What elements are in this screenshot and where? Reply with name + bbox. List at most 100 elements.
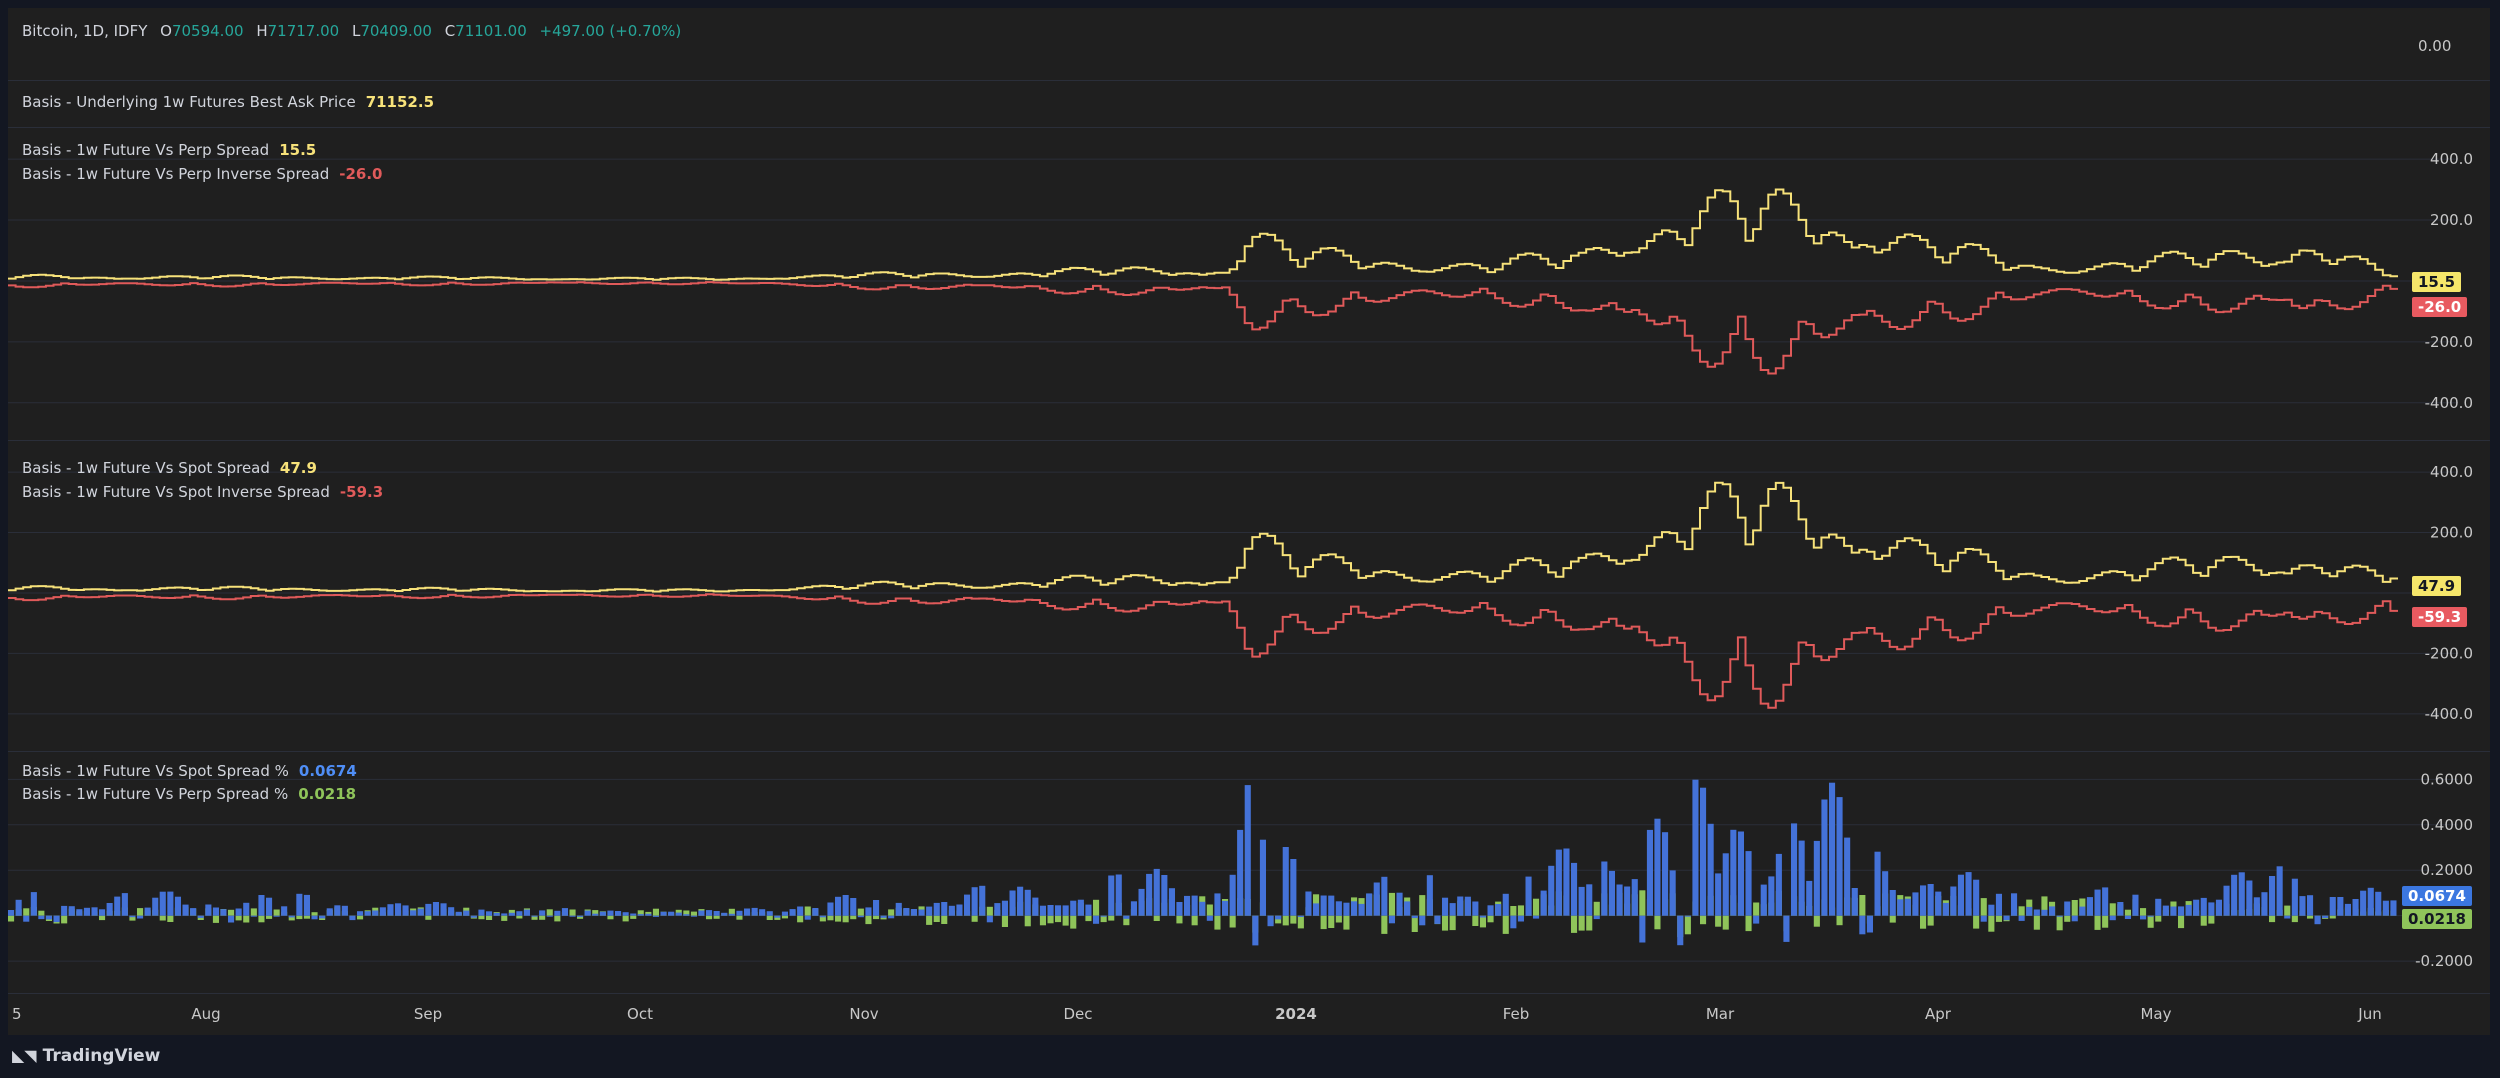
histogram-bar bbox=[2269, 876, 2276, 916]
histogram-bar bbox=[2102, 915, 2109, 928]
histogram-bar bbox=[1024, 889, 1031, 916]
series-line bbox=[8, 281, 2398, 375]
histogram-bar bbox=[1358, 903, 1365, 916]
histogram-bar bbox=[1252, 915, 1259, 946]
spot-spread-chart[interactable]: 400.0 200.0 -200.0 -400.0 bbox=[8, 441, 2490, 751]
histogram-bar bbox=[2261, 892, 2268, 916]
histogram-bar bbox=[1108, 875, 1115, 916]
histogram-bar bbox=[933, 902, 940, 916]
series-line bbox=[8, 481, 2398, 593]
histogram-bar bbox=[296, 915, 303, 920]
histogram-bar bbox=[1411, 915, 1418, 932]
histogram-bar bbox=[1798, 840, 1805, 916]
histogram-bar bbox=[1206, 904, 1213, 916]
histogram-bar bbox=[379, 907, 386, 916]
histogram-bar bbox=[744, 908, 751, 916]
histogram-bar bbox=[1571, 862, 1578, 916]
pane-separator[interactable] bbox=[8, 127, 2490, 128]
histogram-bar bbox=[1806, 880, 1813, 916]
histogram-bar bbox=[144, 907, 151, 916]
pane-separator[interactable] bbox=[8, 751, 2490, 752]
histogram-bar bbox=[797, 915, 804, 923]
histogram-bar bbox=[652, 908, 659, 916]
histogram-bar bbox=[1032, 897, 1039, 916]
pane-separator[interactable] bbox=[8, 440, 2490, 441]
percent-spread-chart[interactable]: 0.6000 0.4000 0.2000 -0.2000 bbox=[8, 752, 2490, 993]
histogram-bar bbox=[1229, 874, 1236, 916]
histogram-bar bbox=[1563, 848, 1570, 916]
histogram-bar bbox=[546, 909, 553, 916]
histogram-bar bbox=[395, 903, 402, 916]
histogram-bar bbox=[2155, 898, 2162, 916]
histogram-bar bbox=[1662, 832, 1669, 916]
histogram-bar bbox=[243, 902, 250, 916]
histogram-bar bbox=[1388, 915, 1395, 924]
perp-spread-legend: Basis - 1w Future Vs Perp Spread 15.5 Bas… bbox=[22, 138, 382, 186]
histogram-bar bbox=[1548, 865, 1555, 916]
histogram-bar bbox=[1047, 915, 1054, 924]
histogram-bar bbox=[812, 908, 819, 916]
histogram-bar bbox=[2140, 915, 2147, 920]
time-axis[interactable] bbox=[8, 993, 2490, 1035]
histogram-bar bbox=[2367, 887, 2374, 916]
ask-price-pane[interactable] bbox=[8, 81, 2490, 127]
histogram-bar bbox=[174, 896, 181, 916]
histogram-bar bbox=[235, 908, 242, 916]
histogram-bar bbox=[531, 915, 538, 920]
histogram-bar bbox=[2124, 915, 2131, 919]
histogram-bar bbox=[2109, 915, 2116, 921]
spot-spread-value: 47.9 bbox=[279, 459, 317, 477]
histogram-bar bbox=[1153, 868, 1160, 916]
histogram-bar bbox=[2284, 905, 2291, 916]
histogram-bar bbox=[1388, 892, 1395, 916]
histogram-bar bbox=[1123, 915, 1130, 919]
histogram-bar bbox=[1411, 915, 1418, 919]
histogram-bar bbox=[607, 910, 614, 916]
histogram-bar bbox=[1070, 900, 1077, 916]
histogram-bar bbox=[61, 915, 68, 924]
histogram-bar bbox=[281, 906, 288, 916]
histogram-bar bbox=[979, 885, 986, 916]
close-label: C bbox=[444, 22, 456, 40]
histogram-bar bbox=[850, 915, 857, 920]
time-axis-labels: 5 Aug Sep Oct Nov Dec 2024 Feb Mar Apr May Jun bbox=[12, 1005, 2382, 1023]
high-value: 71717.00 bbox=[267, 22, 340, 40]
y-tick-label: 0.2000 bbox=[2421, 861, 2474, 879]
histogram-bar bbox=[137, 908, 144, 916]
histogram-bar bbox=[1700, 787, 1707, 916]
histogram-bar bbox=[2102, 887, 2109, 916]
histogram-bar bbox=[1434, 915, 1441, 924]
histogram-bar bbox=[137, 915, 144, 919]
histogram-bar bbox=[1677, 915, 1684, 946]
perp-spread-chart[interactable]: 400.0 200.0 -200.0 -400.0 bbox=[8, 128, 2490, 440]
histogram-bar bbox=[827, 902, 834, 916]
histogram-bar bbox=[1168, 888, 1175, 916]
histogram-bar bbox=[2071, 900, 2078, 916]
histogram-bar bbox=[569, 915, 576, 917]
histogram-bar bbox=[2291, 915, 2298, 923]
histogram-bar bbox=[516, 915, 523, 919]
histogram-bar bbox=[1366, 893, 1373, 916]
spot-spread-pane[interactable] bbox=[8, 441, 2490, 751]
histogram-bar bbox=[713, 915, 720, 919]
perp-spread-pane[interactable] bbox=[8, 128, 2490, 440]
histogram-bar bbox=[2086, 897, 2093, 916]
price-pane[interactable] bbox=[8, 8, 2490, 80]
histogram-bar bbox=[850, 898, 857, 916]
histogram-bar bbox=[865, 907, 872, 916]
histogram-bar bbox=[410, 910, 417, 916]
histogram-bar bbox=[53, 915, 60, 923]
y-tick-label: -200.0 bbox=[2425, 644, 2473, 662]
histogram-bar bbox=[1654, 915, 1661, 930]
histogram-bar bbox=[1639, 915, 1646, 943]
histogram-bar bbox=[1578, 886, 1585, 916]
tradingview-logo[interactable]: ◣◥ TradingView bbox=[12, 1046, 160, 1066]
histogram-bar bbox=[250, 908, 257, 916]
histogram-bar bbox=[250, 915, 257, 917]
pane-separator[interactable] bbox=[8, 80, 2490, 81]
histogram-bar bbox=[23, 915, 30, 922]
low-label: L bbox=[351, 22, 361, 40]
histogram-bar bbox=[766, 915, 773, 920]
histogram-bar bbox=[1419, 895, 1426, 916]
histogram-bar bbox=[2314, 915, 2321, 925]
